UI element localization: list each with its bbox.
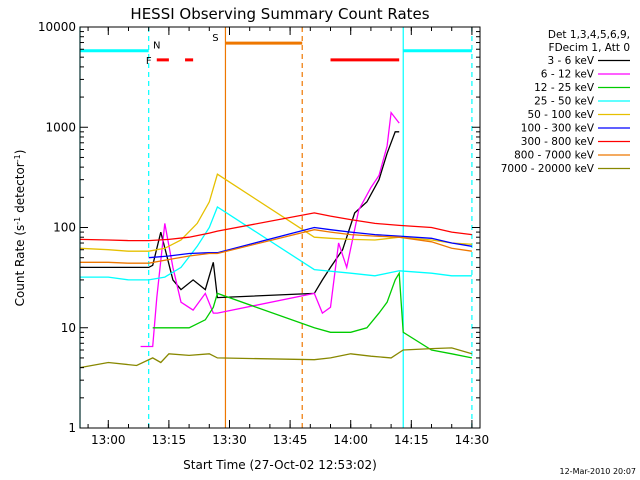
x-tick-label-4: 14:00	[333, 433, 368, 447]
legend-header-0: Det 1,3,4,5,6,9,	[548, 29, 630, 41]
axes: 13:00 13:15 13:30 13:45 14:00 14:15 14:30 1 10 10…	[38, 20, 489, 447]
legend-label-7: 800 - 7000 keV	[514, 150, 595, 162]
series-line-5	[148, 226, 473, 259]
legend-label-3: 25 - 50 keV	[534, 96, 595, 108]
x-tick-label-2: 13:30	[212, 433, 247, 447]
x-tick-label-0: 13:00	[91, 433, 126, 447]
legend-label-2: 12 - 25 keV	[534, 82, 595, 94]
legend-label-8: 7000 - 20000 keV	[501, 163, 595, 175]
legend-label-5: 100 - 300 keV	[521, 123, 595, 135]
legend-header-1: FDecim 1, Att 0	[549, 42, 630, 54]
legend-label-1: 6 - 12 keV	[541, 69, 595, 81]
y-axis-label: Count Rate (s-1 detector-1)	[13, 150, 28, 307]
footer-date: 12-Mar-2010 20:07	[560, 467, 637, 476]
series-line-8	[79, 347, 473, 369]
y-tick-label-4: 10000	[38, 20, 76, 34]
chart-title: HESSI Observing Summary Count Rates	[130, 5, 429, 23]
observing-flags: NF S	[80, 33, 472, 67]
y-tick-label-3: 1000	[45, 120, 76, 134]
x-axis-label: Start Time (27-Oct-02 12:53:02)	[183, 458, 377, 472]
flag-label-F: F	[146, 56, 152, 67]
x-tick-label-3: 13:45	[273, 433, 308, 447]
plot-area	[79, 27, 473, 428]
plot-frame	[79, 26, 481, 429]
x-tick-label-5: 14:15	[394, 433, 429, 447]
series-line-7	[80, 229, 472, 264]
series-layer	[79, 110, 473, 369]
legend: Det 1,3,4,5,6,9,FDecim 1, Att 03 - 6 keV…	[501, 29, 630, 175]
y-tick-label-2: 100	[53, 221, 76, 235]
legend-label-6: 300 - 800 keV	[521, 136, 595, 148]
series-line-3	[80, 206, 472, 281]
series-line-1	[140, 110, 400, 348]
x-tick-label-1: 13:15	[152, 433, 187, 447]
y-tick-label-0: 1	[68, 421, 76, 435]
legend-label-4: 50 - 100 keV	[527, 109, 594, 121]
legend-label-0: 3 - 6 keV	[547, 55, 594, 67]
series-line-2	[152, 271, 473, 359]
flag-label-N: N	[153, 41, 160, 52]
series-line-6	[79, 212, 472, 242]
y-tick-label-1: 10	[61, 321, 76, 335]
flag-label-S: S	[212, 33, 218, 44]
series-line-0	[80, 131, 400, 299]
x-tick-label-6: 14:30	[455, 433, 490, 447]
